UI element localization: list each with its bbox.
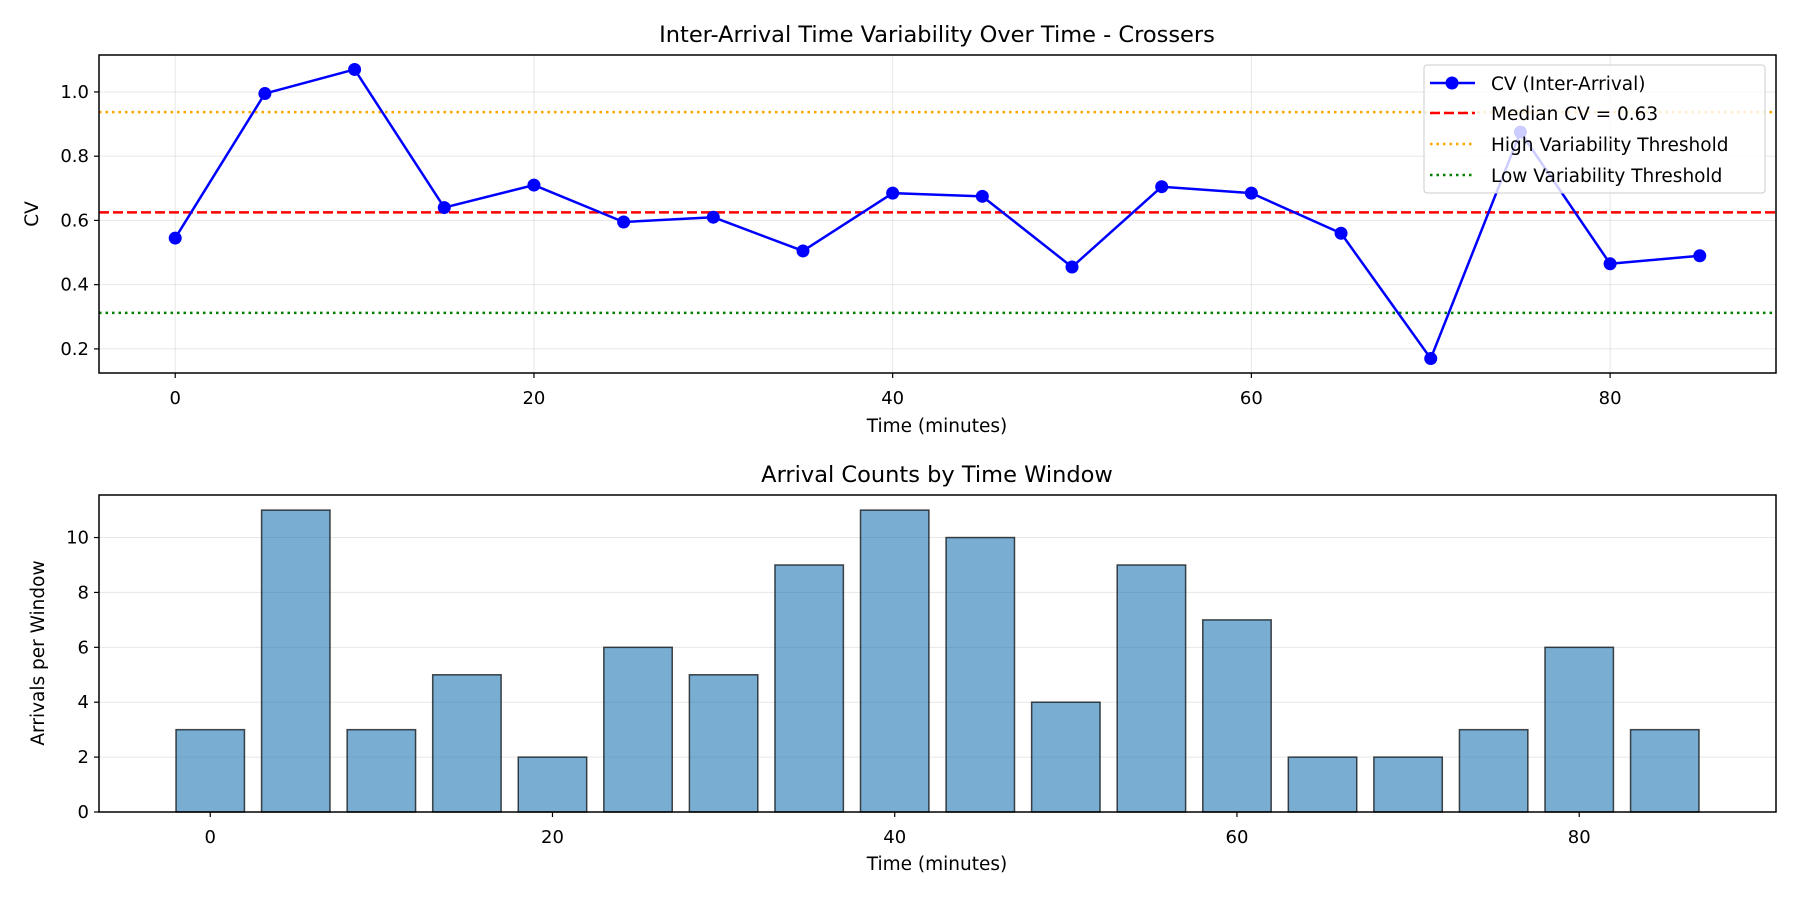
arrival-chart-title: Arrival Counts by Time Window	[761, 462, 1113, 488]
x-tick-label: 80	[1599, 388, 1622, 409]
cv-chart-frame	[98, 54, 1777, 374]
x-tick-label: 40	[883, 827, 906, 848]
arrival-bar	[260, 509, 331, 813]
arrival-chart-x-axis-label: Time (minutes)	[866, 854, 1007, 875]
cv-data-point	[1065, 260, 1079, 274]
cv-data-point	[1693, 249, 1707, 263]
cv-chart-x-axis-label: Time (minutes)	[866, 416, 1007, 437]
arrival-bar	[431, 674, 502, 813]
y-tick-label: 0.8	[60, 146, 89, 167]
cv-data-point	[1424, 352, 1438, 366]
x-tick-label: 80	[1568, 827, 1591, 848]
cv-data-point	[706, 210, 720, 224]
cv-data-point	[348, 62, 362, 76]
x-tick-label: 0	[170, 388, 181, 409]
legend-marker-cv	[1445, 76, 1459, 90]
cv-data-point	[617, 215, 631, 229]
cv-chart-y-ticks: 0.2 0.4 0.6 0.8 1.0	[60, 82, 99, 360]
cv-data-point	[258, 87, 272, 101]
arrival-bar	[1116, 564, 1187, 813]
cv-data-point	[1334, 226, 1348, 240]
cv-chart-y-axis-label: CV	[22, 201, 43, 227]
cv-data-point	[1155, 180, 1169, 194]
cv-data-point	[886, 186, 900, 200]
arrival-bar	[774, 564, 845, 813]
y-tick-label: 4	[78, 692, 89, 713]
legend-label-high-threshold: High Variability Threshold	[1491, 135, 1728, 156]
cv-data-point	[527, 178, 541, 192]
arrival-bar	[1544, 646, 1615, 813]
arrival-bar	[346, 728, 417, 813]
cv-chart-legend: CV (Inter-Arrival) Median CV = 0.63 High…	[1423, 64, 1766, 194]
x-tick-label: 60	[1240, 388, 1263, 409]
legend-label-cv: CV (Inter-Arrival)	[1491, 74, 1646, 95]
cv-chart: Inter-Arrival Time Variability Over Time…	[22, 22, 1777, 437]
cv-chart-x-ticks: 0 20 40 60 80	[170, 373, 1622, 409]
x-tick-label: 20	[522, 388, 545, 409]
arrival-bar	[1373, 756, 1444, 813]
cv-chart-title: Inter-Arrival Time Variability Over Time…	[659, 22, 1215, 48]
arrival-bar	[175, 728, 246, 813]
arrival-chart-frame	[98, 494, 1777, 813]
cv-data-point	[168, 231, 182, 245]
arrival-bar	[859, 509, 930, 813]
y-tick-label: 10	[66, 528, 89, 549]
y-tick-label: 0	[78, 802, 89, 823]
arrival-bar	[1629, 728, 1700, 813]
legend-box	[1423, 64, 1766, 194]
arrival-chart-x-ticks: 0 20 40 60 80	[205, 812, 1591, 848]
x-tick-label: 60	[1226, 827, 1249, 848]
arrival-bar	[688, 674, 759, 813]
arrival-bar	[1458, 728, 1529, 813]
x-tick-label: 20	[541, 827, 564, 848]
y-tick-label: 8	[78, 582, 89, 603]
y-tick-label: 0.6	[60, 210, 89, 231]
arrival-bar	[1030, 701, 1101, 813]
arrival-chart-y-ticks: 0 2 4 6 8 10	[66, 528, 99, 823]
cv-data-point	[437, 201, 451, 215]
arrival-chart-bars	[175, 509, 1700, 813]
y-tick-label: 6	[78, 637, 89, 658]
arrival-bar	[1201, 619, 1272, 813]
arrival-bar	[517, 756, 588, 813]
y-tick-label: 2	[78, 747, 89, 768]
arrival-bar	[945, 536, 1016, 813]
arrival-counts-chart: Arrival Counts by Time Window 0 20 40 60 80 …	[28, 462, 1777, 875]
arrival-chart-y-axis-label: Arrivals per Window	[28, 560, 49, 745]
legend-label-low-threshold: Low Variability Threshold	[1491, 166, 1722, 187]
x-tick-label: 40	[881, 388, 904, 409]
cv-data-point	[796, 244, 810, 258]
y-tick-label: 0.4	[60, 275, 89, 296]
cv-data-point	[975, 189, 989, 203]
cv-data-point	[1244, 186, 1258, 200]
cv-series-line	[174, 68, 1700, 360]
cv-data-point	[1603, 257, 1617, 271]
arrival-bar	[1287, 756, 1358, 813]
y-tick-label: 0.2	[60, 339, 89, 360]
arrival-bar	[603, 646, 674, 813]
y-tick-label: 1.0	[60, 82, 89, 103]
legend-label-median: Median CV = 0.63	[1491, 104, 1658, 125]
x-tick-label: 0	[205, 827, 216, 848]
